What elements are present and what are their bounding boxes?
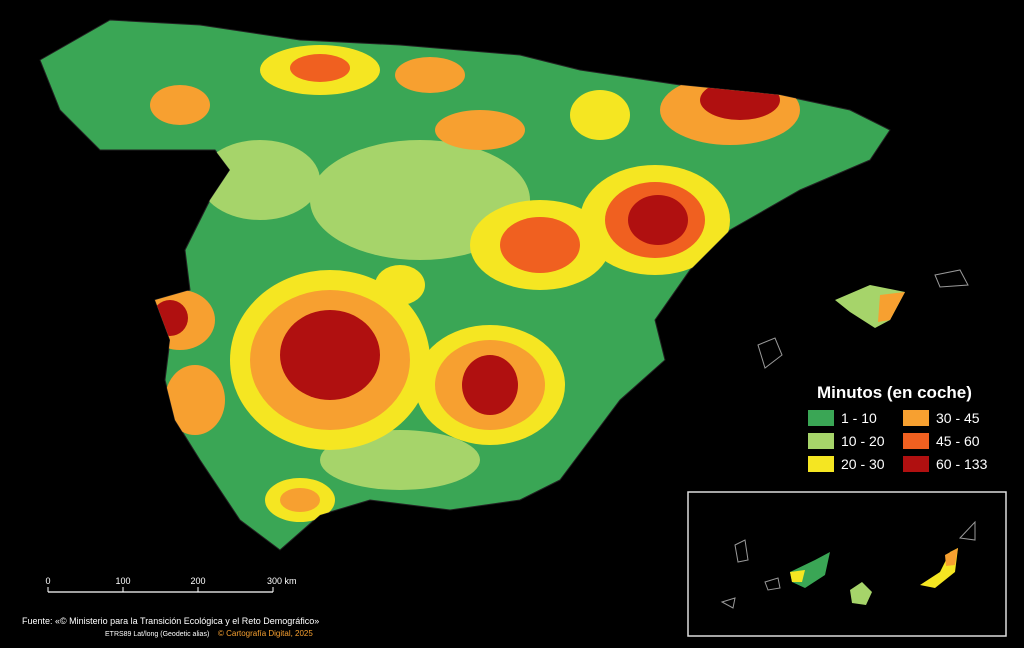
legend-label: 1 - 10 <box>841 410 877 426</box>
scale-label: 0 <box>45 576 50 586</box>
zone <box>280 488 320 512</box>
island <box>757 337 783 369</box>
zone <box>280 310 380 400</box>
legend-swatch <box>808 410 834 426</box>
zone <box>150 85 210 125</box>
zone <box>500 217 580 273</box>
legend-label: 20 - 30 <box>841 456 885 472</box>
legend: 1 - 10 10 - 20 20 - 30 30 - 45 45 - 60 60 - 1… <box>808 410 988 472</box>
island <box>945 548 958 566</box>
zone <box>570 90 630 140</box>
island <box>850 582 872 605</box>
legend-label: 30 - 45 <box>936 410 980 426</box>
zone <box>165 365 225 435</box>
zone <box>435 110 525 150</box>
zone <box>395 57 465 93</box>
legend-swatch <box>903 456 929 472</box>
scale-label: 100 <box>115 576 130 586</box>
source: Fuente: «© Ministerio para la Transición… <box>22 616 319 626</box>
credit: © Cartografía Digital, 2025 <box>218 629 313 638</box>
zone <box>462 355 518 415</box>
legend-swatch <box>808 456 834 472</box>
scale-bar: 0 100 200 300 km <box>45 576 297 593</box>
zone <box>628 195 688 245</box>
island <box>878 292 905 322</box>
projection: ETRS89 Lat/long (Geodetic alias) <box>105 631 209 638</box>
island <box>720 520 976 609</box>
legend-swatch <box>808 433 834 449</box>
island <box>790 570 805 582</box>
zone <box>200 140 320 220</box>
island <box>934 269 969 288</box>
legend-title: Minutos (en coche) <box>817 383 972 402</box>
zone <box>375 265 425 305</box>
legend-label: 45 - 60 <box>936 433 980 449</box>
legend-swatch <box>903 410 929 426</box>
legend-swatch <box>903 433 929 449</box>
mainland <box>39 19 969 551</box>
legend-label: 10 - 20 <box>841 433 885 449</box>
scale-label: 300 km <box>267 576 297 586</box>
scale-label: 200 <box>190 576 205 586</box>
legend-label: 60 - 133 <box>936 456 988 472</box>
inset-frame <box>687 491 1007 637</box>
zone <box>290 54 350 82</box>
